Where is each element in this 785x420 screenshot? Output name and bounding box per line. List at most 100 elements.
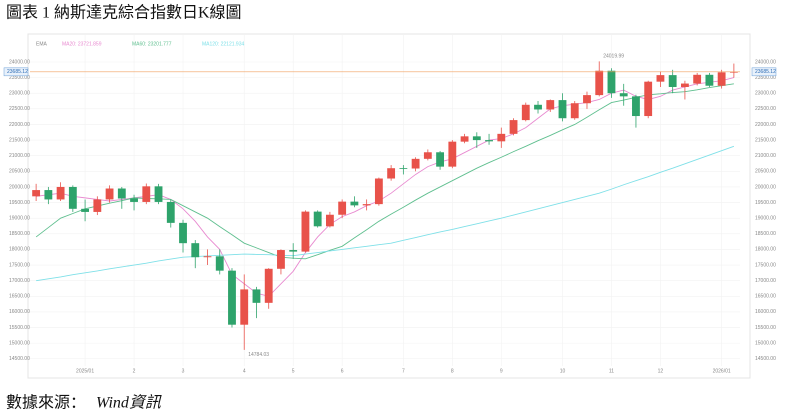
- y-tick-label: 21500.00: [9, 137, 30, 143]
- y-tick-label-right: 21000.00: [755, 153, 776, 159]
- indicator: EMA: [36, 41, 48, 47]
- y-tick-label-right: 19500.00: [755, 200, 776, 206]
- candle-body: [228, 270, 236, 325]
- candle-body: [448, 141, 457, 167]
- candle-body: [81, 208, 90, 212]
- y-tick-label-right: 15500.00: [755, 325, 776, 331]
- candle-body: [313, 211, 322, 227]
- candle-body: [362, 204, 371, 206]
- candle-body: [644, 81, 653, 117]
- legend-entry: MA60: 23201.777: [132, 41, 172, 47]
- y-tick-label: 24000.00: [9, 59, 30, 65]
- candle-body: [154, 186, 163, 202]
- y-tick-label-right: 20500.00: [755, 169, 776, 175]
- candle-body: [509, 120, 518, 134]
- x-tick-label: 2026/01: [713, 368, 731, 374]
- x-tick-label: 2025/01: [76, 368, 94, 374]
- x-tick-label: 12: [658, 368, 664, 374]
- y-tick-label: 15000.00: [9, 340, 30, 346]
- candle-body: [717, 72, 726, 86]
- candle-body: [56, 186, 65, 200]
- candle-body: [497, 133, 506, 142]
- legend-entry: MA20: 23721.859: [62, 41, 102, 47]
- x-tick-label: 8: [451, 368, 454, 374]
- x-tick-label: 11: [609, 368, 614, 374]
- y-tick-label-right: 17000.00: [755, 278, 776, 284]
- candle-body: [117, 188, 126, 199]
- candle-body: [301, 211, 310, 252]
- high-label: 24019.99: [603, 54, 624, 60]
- y-tick-label-right: 14500.00: [755, 356, 776, 362]
- candle-body: [399, 168, 408, 170]
- y-tick-label-right: 18500.00: [755, 231, 776, 237]
- candle-body: [607, 70, 616, 94]
- y-tick-label: 18500.00: [9, 231, 30, 237]
- ma-line: [36, 145, 735, 282]
- candle-body: [215, 256, 224, 271]
- candle-body: [374, 178, 383, 205]
- candle-body: [411, 158, 420, 169]
- candle-body: [693, 74, 702, 84]
- y-tick-label: 17500.00: [9, 262, 30, 268]
- candle-body: [277, 250, 285, 269]
- candle-body: [472, 136, 481, 141]
- y-tick-label: 16000.00: [9, 309, 30, 315]
- x-tick-label: 10: [560, 368, 566, 374]
- y-tick-label-right: 24000.00: [755, 59, 776, 65]
- y-tick-label-right: 21500.00: [755, 137, 776, 143]
- candle-body: [191, 243, 200, 258]
- candle-body: [436, 152, 445, 167]
- candle-body: [44, 190, 53, 200]
- candle-body: [130, 198, 138, 202]
- x-tick-label: 7: [402, 368, 405, 374]
- y-tick-label: 21000.00: [9, 153, 30, 159]
- y-tick-label: 19500.00: [9, 200, 30, 206]
- y-tick-label: 19000.00: [9, 216, 30, 222]
- price-label-right: 23685.12: [755, 69, 776, 75]
- candle-body: [387, 168, 396, 179]
- price-box-right: [751, 67, 777, 77]
- candle-body: [558, 100, 567, 119]
- candle-body: [32, 190, 41, 197]
- candle-body: [264, 268, 273, 303]
- candle-body: [423, 152, 432, 159]
- candle-body: [240, 289, 249, 325]
- x-tick-label: 5: [292, 368, 295, 374]
- plot-frame: [27, 33, 751, 379]
- y-tick-label-right: 19000.00: [755, 216, 776, 222]
- candle-body: [521, 104, 530, 121]
- candle-body: [68, 186, 77, 209]
- y-tick-label: 22000.00: [9, 122, 30, 128]
- y-tick-label-right: 20000.00: [755, 184, 776, 190]
- candle-body: [142, 186, 151, 202]
- y-tick-label: 22500.00: [9, 106, 30, 112]
- y-tick-label: 15500.00: [9, 325, 30, 331]
- candle-body: [203, 256, 212, 258]
- y-tick-label-right: 15000.00: [755, 340, 776, 346]
- y-tick-label-right: 16500.00: [755, 294, 776, 300]
- chart-title: 圖表 1 納斯達克綜合指數日K線圖: [6, 4, 242, 22]
- candle-body: [534, 104, 542, 110]
- candle-body: [619, 93, 628, 97]
- y-tick-label: 23000.00: [9, 91, 30, 97]
- y-tick-label-right: 22000.00: [755, 122, 776, 128]
- candle-body: [350, 201, 359, 206]
- y-tick-label: 17000.00: [9, 278, 30, 284]
- y-tick-label-right: 23500.00: [755, 75, 776, 81]
- candle-body: [583, 95, 591, 104]
- candle-body: [729, 71, 738, 73]
- candle-body: [252, 289, 261, 303]
- y-tick-label-right: 22500.00: [755, 106, 776, 112]
- x-tick-label: 2: [133, 368, 136, 374]
- candle-body: [546, 100, 555, 110]
- y-tick-label-right: 16000.00: [755, 309, 776, 315]
- candle-body: [460, 136, 469, 142]
- source: Wind資訊: [96, 394, 162, 412]
- x-tick-label: 9: [500, 368, 503, 374]
- candle-body: [338, 201, 347, 215]
- y-tick-label: 20500.00: [9, 169, 30, 175]
- y-tick-label-right: 23000.00: [755, 91, 776, 97]
- source-label: 數據來源：: [6, 394, 86, 412]
- candle-body: [656, 75, 665, 82]
